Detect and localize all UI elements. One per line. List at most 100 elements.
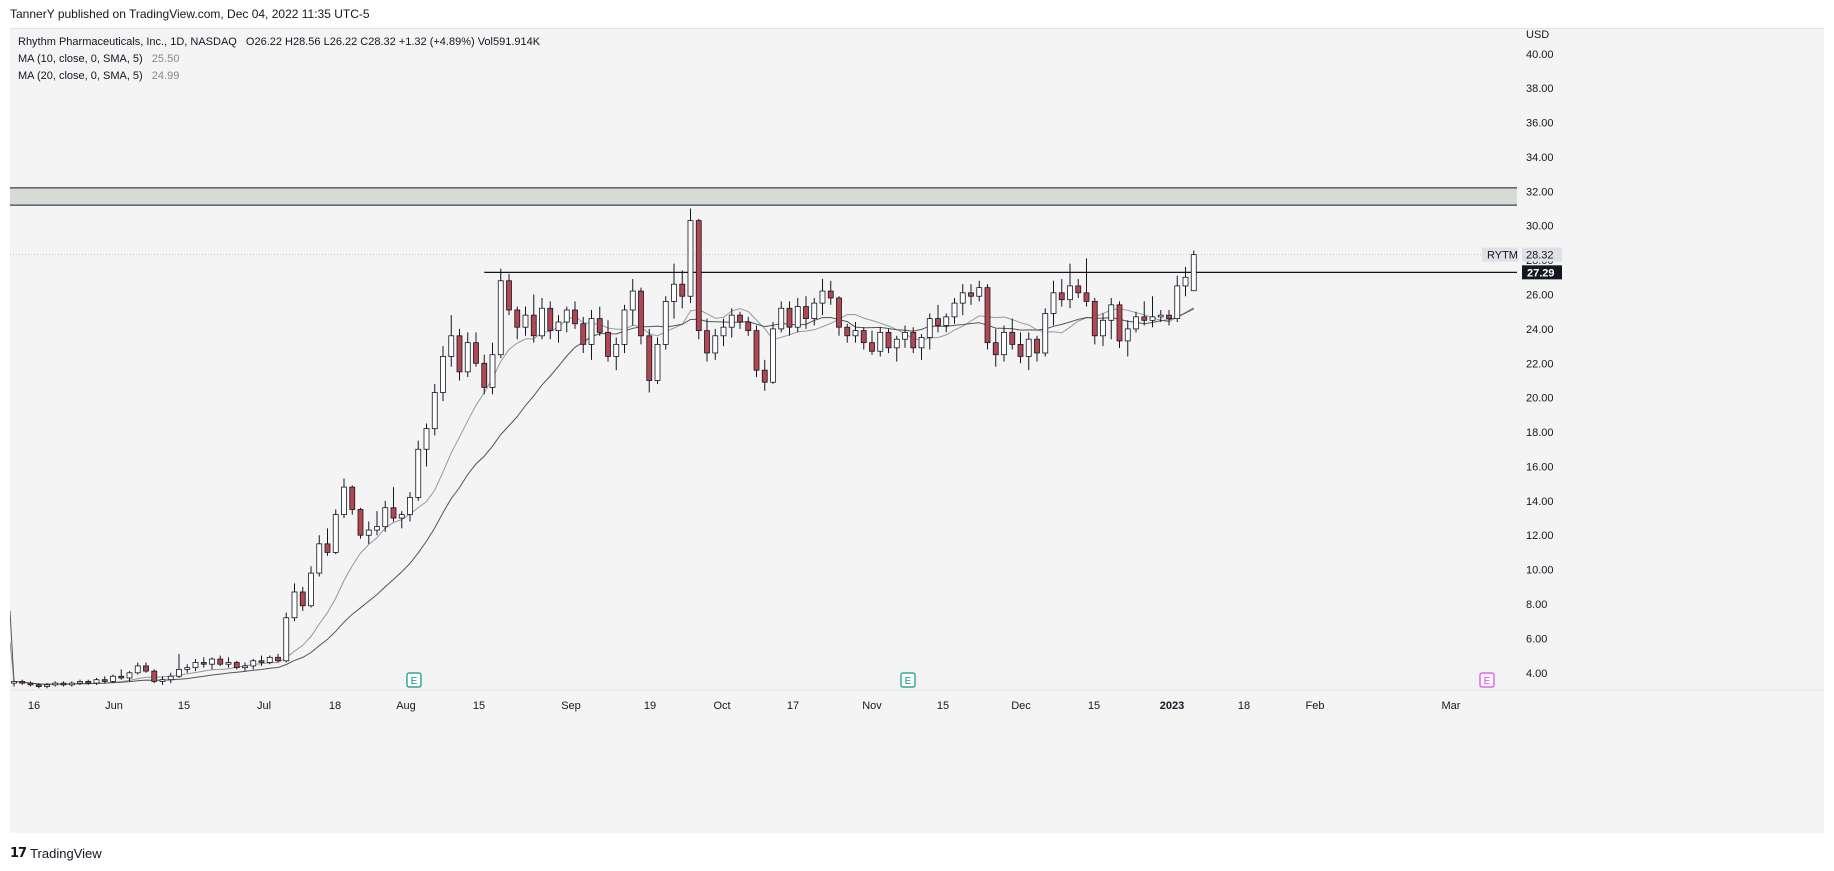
candle-body[interactable]: [217, 658, 224, 665]
candle-body[interactable]: [192, 662, 199, 669]
candle-body[interactable]: [588, 318, 595, 345]
candle-body[interactable]: [299, 591, 306, 607]
candle-body[interactable]: [1190, 254, 1197, 292]
candle-body[interactable]: [308, 572, 314, 607]
candle-body[interactable]: [1009, 331, 1016, 345]
candle-body[interactable]: [877, 331, 884, 352]
candle-body[interactable]: [786, 307, 793, 328]
candle-body[interactable]: [844, 326, 851, 337]
candle-body[interactable]: [704, 330, 710, 354]
candle-body[interactable]: [1100, 319, 1106, 337]
candle-body[interactable]: [530, 314, 537, 337]
candle-body[interactable]: [926, 318, 933, 338]
candle-body[interactable]: [176, 668, 182, 677]
candle-body[interactable]: [209, 658, 215, 665]
candle-body[interactable]: [93, 679, 100, 684]
candle-body[interactable]: [357, 509, 364, 536]
candle-body[interactable]: [1149, 316, 1156, 321]
candle-body[interactable]: [167, 675, 174, 681]
candle-body[interactable]: [52, 682, 59, 686]
candle-body[interactable]: [671, 283, 677, 302]
candle-body[interactable]: [613, 343, 620, 357]
earnings-marker-icon[interactable]: [900, 672, 916, 688]
candle-body[interactable]: [473, 342, 479, 364]
candle-body[interactable]: [489, 354, 496, 388]
candle-body[interactable]: [959, 292, 966, 304]
chart-pane[interactable]: [10, 28, 1824, 833]
candle-body[interactable]: [712, 335, 719, 354]
candle-body[interactable]: [1091, 300, 1098, 337]
candle-body[interactable]: [1058, 292, 1065, 301]
candle-body[interactable]: [745, 321, 752, 332]
candle-body[interactable]: [225, 662, 232, 665]
candle-body[interactable]: [1067, 285, 1073, 301]
candle-body[interactable]: [902, 331, 908, 340]
candle-body[interactable]: [951, 302, 958, 318]
candle-body[interactable]: [1025, 338, 1032, 357]
candle-body[interactable]: [159, 679, 166, 682]
candle-body[interactable]: [27, 682, 34, 686]
earnings-marker-icon[interactable]: [1479, 672, 1495, 688]
earnings-marker-icon[interactable]: [406, 672, 422, 688]
candle-body[interactable]: [423, 428, 430, 450]
candle-body[interactable]: [1133, 316, 1139, 330]
candle-body[interactable]: [852, 330, 859, 337]
candle-body[interactable]: [1050, 292, 1057, 314]
candle-body[interactable]: [440, 356, 446, 393]
candle-body[interactable]: [753, 330, 760, 371]
candle-body[interactable]: [374, 526, 380, 531]
candle-body[interactable]: [1017, 343, 1024, 357]
candle-body[interactable]: [539, 307, 545, 337]
candle-body[interactable]: [811, 302, 818, 319]
ma10-line[interactable]: [10, 307, 1195, 685]
candle-body[interactable]: [646, 335, 653, 381]
candle-body[interactable]: [110, 675, 116, 682]
candle-body[interactable]: [349, 486, 356, 510]
candle-body[interactable]: [695, 220, 702, 332]
candle-body[interactable]: [803, 306, 809, 319]
candle-body[interactable]: [456, 335, 463, 373]
candle-body[interactable]: [1108, 304, 1115, 321]
candle-body[interactable]: [910, 331, 917, 349]
candle-body[interactable]: [1141, 316, 1148, 321]
candle-body[interactable]: [572, 309, 578, 325]
resistance-zone[interactable]: [10, 187, 1517, 206]
candle-body[interactable]: [35, 684, 42, 687]
candle-body[interactable]: [151, 670, 158, 682]
ma20-line[interactable]: [10, 308, 1195, 685]
candle-body[interactable]: [885, 331, 892, 349]
candle-body[interactable]: [1034, 338, 1040, 354]
legend-ma10-row[interactable]: MA (10, close, 0, SMA, 5) 25.50: [18, 51, 546, 68]
candle-body[interactable]: [44, 684, 50, 687]
candle-body[interactable]: [1174, 285, 1181, 319]
candle-body[interactable]: [720, 326, 727, 337]
candle-body[interactable]: [497, 280, 504, 356]
candle-body[interactable]: [448, 335, 455, 357]
candle-body[interactable]: [1166, 314, 1172, 319]
candle-body[interactable]: [324, 543, 331, 553]
candle-body[interactable]: [258, 660, 265, 663]
candle-body[interactable]: [819, 290, 826, 304]
candle-body[interactable]: [918, 337, 925, 349]
candle-body[interactable]: [134, 665, 141, 674]
candle-body[interactable]: [654, 343, 661, 381]
candle-body[interactable]: [968, 292, 974, 297]
candle-body[interactable]: [679, 283, 686, 297]
candle-body[interactable]: [687, 220, 694, 297]
candle-body[interactable]: [19, 681, 26, 684]
candle-body[interactable]: [761, 369, 768, 383]
candle-body[interactable]: [341, 486, 347, 516]
candle-body[interactable]: [943, 316, 950, 326]
candle-body[interactable]: [68, 682, 75, 686]
candle-body[interactable]: [398, 514, 405, 519]
candle-body[interactable]: [638, 290, 644, 337]
candle-body[interactable]: [382, 507, 389, 528]
candle-body[interactable]: [316, 543, 323, 574]
candle-body[interactable]: [481, 362, 488, 388]
candle-body[interactable]: [506, 280, 512, 311]
candle-body[interactable]: [596, 318, 603, 333]
candle-body[interactable]: [1116, 304, 1123, 342]
candle-body[interactable]: [893, 338, 900, 349]
candle-body[interactable]: [728, 314, 735, 328]
candle-body[interactable]: [1157, 314, 1164, 318]
